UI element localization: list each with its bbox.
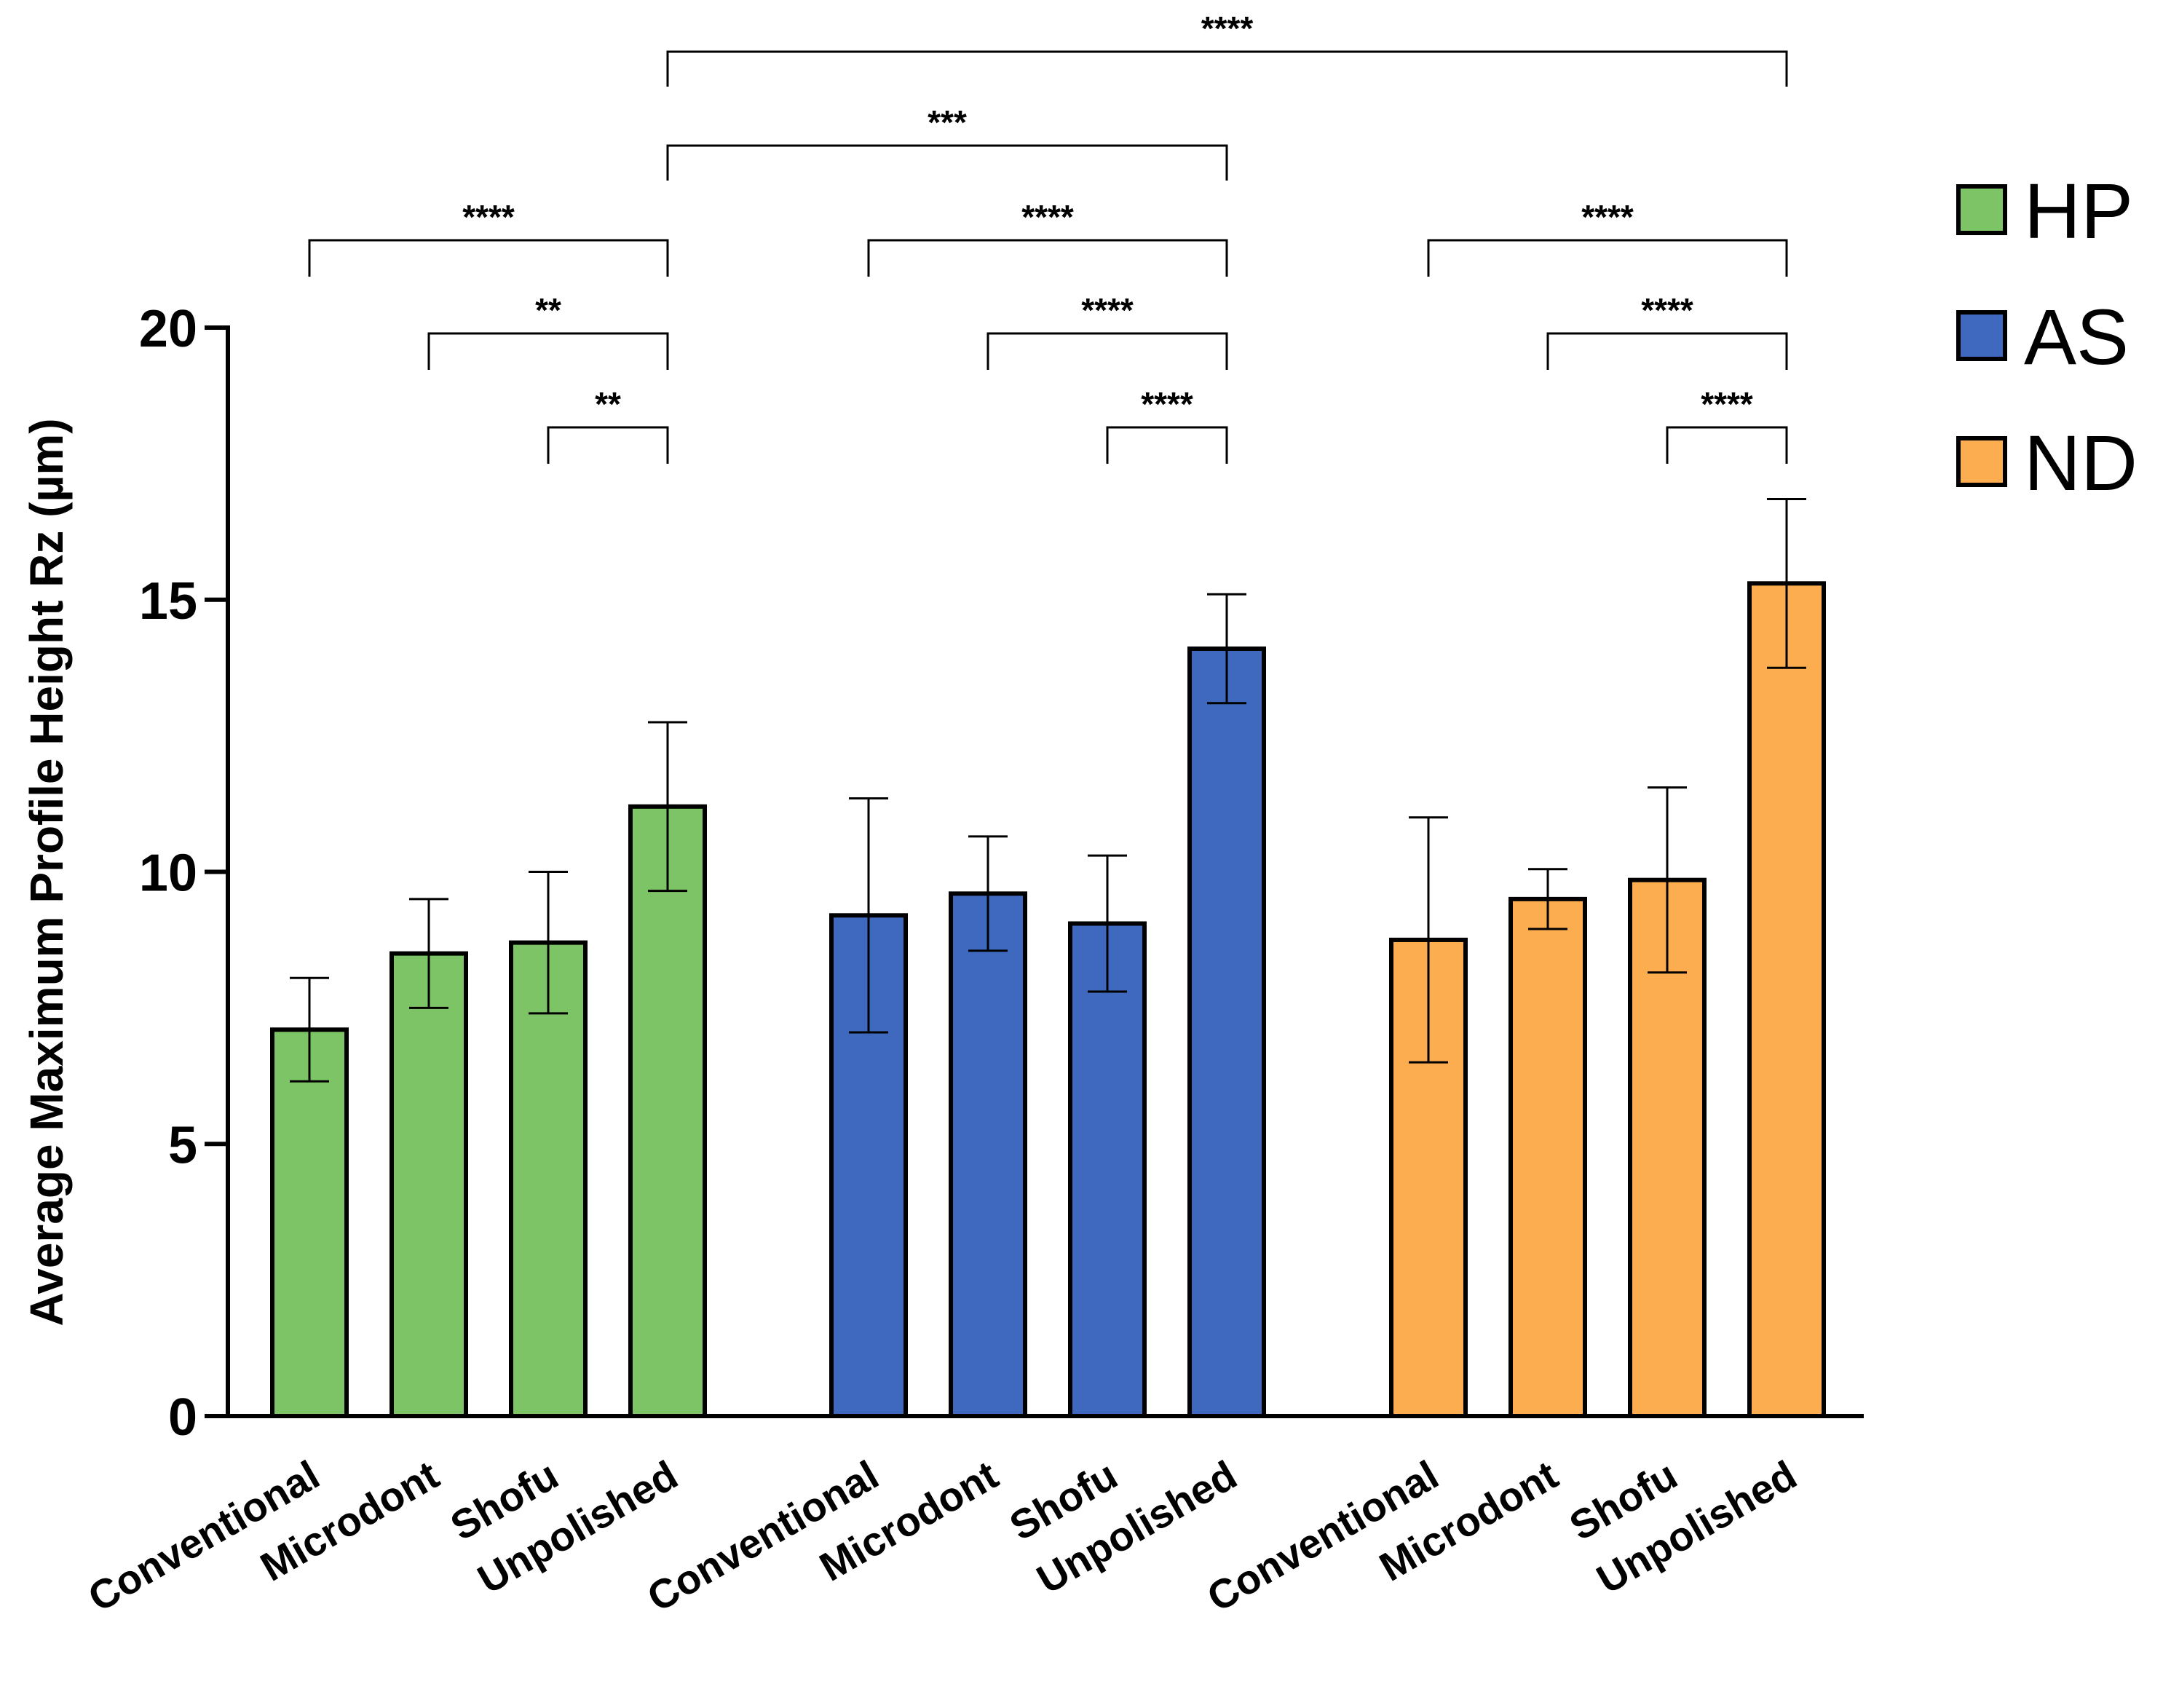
legend-item-hp: HP [1956,167,2133,255]
error-bar [409,898,448,1009]
significance-label: **** [462,198,515,236]
significance-bracket: **** [666,9,1788,87]
bar-hp-conventional [270,1027,349,1418]
error-bar [1648,786,1687,974]
bar-nd-microdont [1508,896,1587,1418]
legend-swatch [1956,184,2007,235]
legend: HP AS ND [1956,167,2138,507]
y-axis-title: Average Maximum Profile Height Rz (µm) [20,418,73,1326]
y-tick-label: 15 [139,572,197,630]
y-tick-label: 10 [139,845,197,903]
bar-nd-shofu [1628,877,1707,1418]
legend-item-as: AS [1956,293,2129,381]
category-labels: ConventionalMicrodontShofuUnpolishedConv… [80,1452,1804,1621]
significance-bracket: **** [1666,385,1788,464]
error-bar [648,721,687,893]
error-bar [529,871,568,1015]
significance-bracket: **** [867,198,1228,277]
legend-swatch [1956,310,2007,361]
significance-bracket: **** [1106,385,1228,464]
bar-hp-microdont [390,951,468,1418]
significance-label: **** [1081,291,1134,329]
y-ticks: 0 5 10 15 20 [139,300,228,1447]
legend-label: AS [2024,293,2129,381]
significance-label: ** [595,385,621,423]
legend-label: ND [2024,419,2138,507]
bar-as-unpolished [1187,647,1266,1418]
legend-item-nd: ND [1956,419,2138,507]
significance-label: **** [1201,9,1254,47]
legend-label: HP [2024,167,2133,255]
bar-hp-shofu [509,940,588,1419]
significance-label: **** [1581,198,1634,236]
error-bars [290,497,1806,1083]
significance-label: ** [535,291,561,329]
bar-as-shofu [1068,921,1147,1418]
significance-bracket: **** [308,198,669,277]
y-tick-label: 20 [139,300,197,358]
error-bar [1088,854,1127,993]
bar-nd-unpolished [1747,581,1826,1419]
significance-bracket: *** [666,103,1228,181]
error-bar [1528,868,1567,930]
axes [226,325,1864,1418]
significance-bracket: **** [986,291,1228,370]
significance-bracket: ** [547,385,669,464]
error-bar [968,835,1008,952]
significance-label: **** [1141,385,1193,423]
bars [270,581,1826,1419]
significance-label: **** [1021,198,1074,236]
error-bar [1409,816,1448,1064]
legend-swatch [1956,436,2007,487]
significance-bracket: **** [1546,291,1788,370]
significance-bracket: **** [1427,198,1788,277]
bar-as-microdont [949,891,1027,1418]
error-bar [849,797,888,1034]
significance-brackets: *************************************** [308,9,1788,464]
significance-label: **** [1701,385,1753,423]
error-bar [1207,593,1246,705]
bar-hp-unpolished [628,804,707,1419]
y-tick-label: 0 [168,1388,197,1447]
y-tick-label: 5 [168,1116,197,1174]
significance-label: *** [928,103,967,141]
error-bar [290,976,329,1083]
error-bar [1767,497,1806,669]
significance-label: **** [1641,291,1693,329]
significance-bracket: ** [427,291,669,370]
